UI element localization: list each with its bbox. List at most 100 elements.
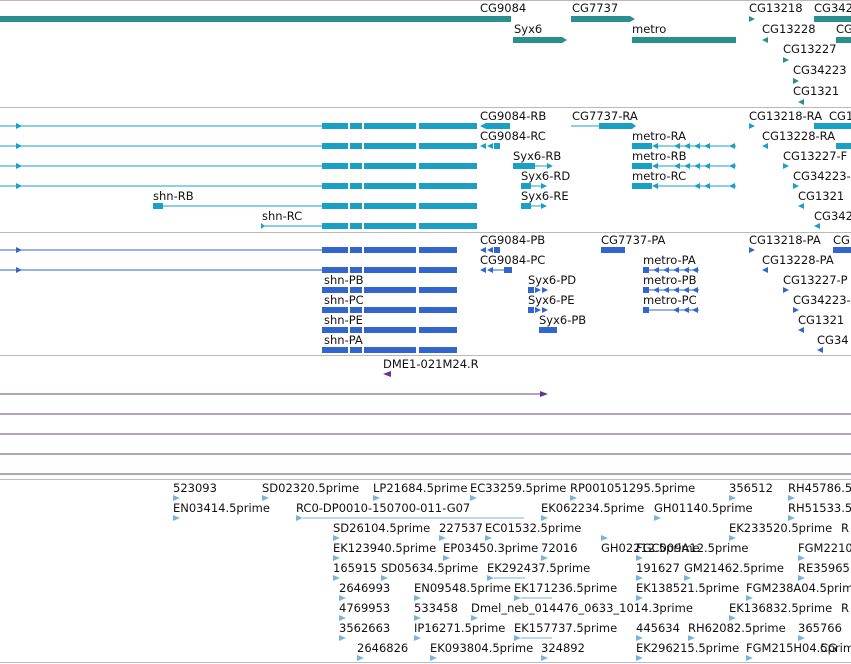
est-label[interactable]: EK062234.5prime [541,501,645,515]
est-label[interactable]: RH62082.5prime [688,621,786,635]
gene-label[interactable]: CG34223 [793,63,847,77]
transcript-feature-shn-rb[interactable] [153,202,480,210]
est-glyph[interactable] [636,555,646,561]
protein-label[interactable]: CG9084-PC [480,253,546,267]
est-glyph[interactable] [541,555,551,561]
est-glyph[interactable] [414,635,424,641]
transcript-label[interactable]: Syx6-RE [521,189,569,203]
est-glyph[interactable] [636,635,646,641]
protein-feature-shn-pb[interactable] [322,286,460,294]
est-glyph[interactable] [798,555,808,561]
transcript-feature-cg7737-ra[interactable] [571,122,637,130]
est-label[interactable]: 72016 [541,541,578,555]
protein-feature-shn-pc[interactable] [322,306,460,314]
est-label[interactable]: EK138521.5prime [636,581,740,595]
protein-feature-shn[interactable] [0,266,460,274]
transcript-label[interactable]: metro-RC [632,169,687,183]
gene-feature-metro[interactable] [632,36,738,44]
est-glyph[interactable] [541,515,551,521]
transcript-label[interactable]: shn-RC [262,209,303,223]
transcript-feature-syx6-rb[interactable] [513,162,555,170]
transcript-feature-cg9084-rc[interactable] [480,142,502,150]
transcript-label[interactable]: CG13227-F [783,149,848,163]
est-glyph[interactable] [684,575,694,581]
protein-label[interactable]: CG34 [817,333,849,347]
est-glyph[interactable] [173,515,183,521]
est-label[interactable]: EK292437.5prime [487,561,591,575]
est-label[interactable]: SD26104.5prime [333,521,431,535]
est-glyph[interactable] [798,635,808,641]
est-glyph[interactable] [487,575,527,581]
est-glyph[interactable] [798,575,808,581]
transcript-label[interactable]: CG1 [829,109,851,123]
est-glyph[interactable] [541,655,551,661]
est-glyph[interactable] [601,535,611,541]
gene-feature-cg13218[interactable] [749,15,761,23]
est-glyph[interactable] [339,635,349,641]
clone-line-3[interactable] [0,453,851,456]
transcript-feature-metro-ra[interactable] [632,142,738,150]
protein-feature-cg13218-pa[interactable] [749,246,761,254]
gene-feature-shn[interactable] [0,15,512,23]
est-label[interactable]: EK157737.5prime [514,621,618,635]
gene-label[interactable]: CG9084 [480,1,527,15]
protein-feature-metro-pb[interactable] [643,286,701,294]
gene-feature-cg1321[interactable] [798,98,806,106]
est-label[interactable]: 356512 [729,481,773,495]
clone-line-2[interactable] [0,433,851,436]
est-glyph[interactable] [173,495,183,501]
est-glyph[interactable] [570,495,580,501]
est-glyph[interactable] [688,635,698,641]
est-label[interactable]: RP001051295.5prime [570,481,696,495]
est-label[interactable]: 365766 [798,621,842,635]
transcript-feature-shn[interactable] [0,122,480,130]
est-glyph[interactable] [439,535,449,541]
gene-feature-cg34223[interactable] [793,77,801,85]
protein-label[interactable]: Syx6-PD [528,273,577,287]
gene-feature-syx6[interactable] [513,36,569,44]
transcript-label[interactable]: CG9084-RC [480,129,546,143]
gene-label[interactable]: Syx6 [514,22,543,36]
transcript-label[interactable]: Syx6-RB [513,149,562,163]
est-label[interactable]: EN09548.5prime [414,581,511,595]
transcript-feature-metro-rc[interactable] [632,182,738,190]
est-label[interactable]: GH01140.5prime [654,501,753,515]
est-label[interactable]: EN03414.5prime [173,501,270,515]
est-label[interactable]: SD02320.5prime [262,481,360,495]
transcript-feature-shn[interactable] [0,182,480,190]
est-label[interactable]: FGM238A04.5prime [746,581,851,595]
protein-feature-syx6-pb[interactable] [539,326,559,334]
gene-feature-cg13227[interactable] [783,56,791,64]
gene-feature-cg13228[interactable] [762,36,770,44]
est-glyph[interactable] [636,595,646,601]
est-glyph[interactable] [636,655,646,661]
est-label[interactable]: 3562663 [339,621,391,635]
est-label[interactable]: EC01532.5prime [485,521,582,535]
transcript-feature-cg13218-ra[interactable] [749,122,761,130]
transcript-feature-syx6-rd[interactable] [521,182,551,190]
est-label[interactable]: FGM2210 [798,541,851,555]
est-label[interactable]: EP03450.3prime [443,541,539,555]
est-label[interactable]: SD05634.5prime [381,561,479,575]
protein-label[interactable]: CG13227-P [783,273,848,287]
protein-feature-syx6-pd[interactable] [528,286,552,294]
est-label[interactable]: RH51533.5 [788,501,851,515]
est-glyph[interactable] [485,535,495,541]
est-glyph[interactable] [636,575,646,581]
est-glyph[interactable] [443,555,453,561]
est-label[interactable]: GH02212.5prime [601,541,700,555]
protein-feature-shn-pe[interactable] [322,326,460,334]
gene-label[interactable]: CG342 [814,1,851,15]
gene-label[interactable]: CG1321 [793,84,840,98]
est-glyph[interactable] [262,495,272,501]
est-label[interactable]: R [841,521,849,535]
transcript-label[interactable]: CG34223- [793,169,851,183]
protein-feature-cg9084-pc[interactable] [480,266,514,274]
protein-label[interactable]: CG34223- [793,293,851,307]
protein-label[interactable]: shn-PA [324,333,363,347]
protein-feature-syx6-pe[interactable] [528,306,552,314]
transcript-label[interactable]: metro-RA [632,129,687,143]
transcript-feature-syx6-re[interactable] [521,202,551,210]
est-label[interactable]: LP21684.5prime [373,481,468,495]
est-glyph[interactable] [746,655,756,661]
